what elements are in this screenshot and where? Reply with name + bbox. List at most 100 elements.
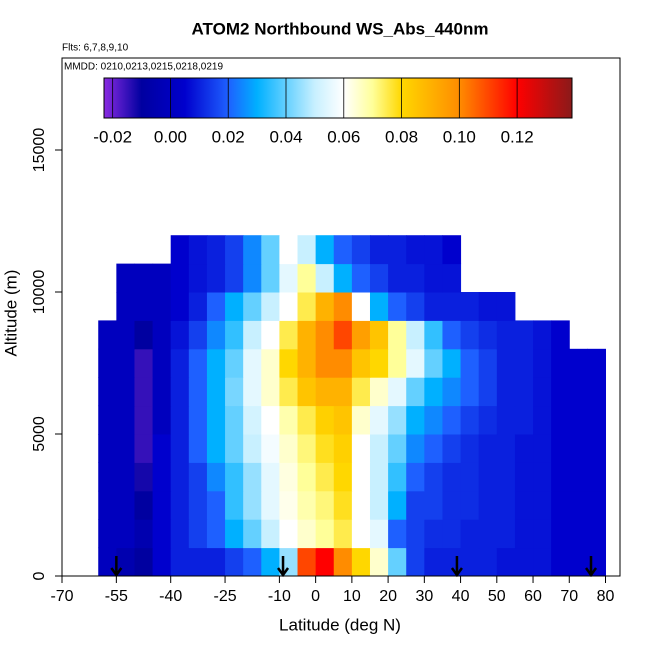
heat-cell (496, 405, 516, 435)
heat-cell (134, 320, 154, 350)
heat-cell (496, 547, 516, 577)
heat-cell (261, 235, 280, 265)
heat-cell (206, 519, 226, 549)
heat-cell (478, 377, 498, 407)
heat-cell (116, 462, 135, 492)
heat-cell (206, 235, 226, 265)
heat-cell (478, 405, 498, 435)
heat-cell (496, 462, 516, 492)
heat-cell (279, 320, 299, 350)
heat-cell (315, 547, 335, 577)
heat-cell (188, 519, 208, 549)
heat-cell (388, 377, 407, 407)
heat-cell (261, 434, 280, 463)
heat-cell (424, 320, 443, 350)
heat-cell (152, 405, 172, 435)
heat-cell (478, 547, 498, 577)
heat-cell (424, 292, 443, 321)
heat-cell (206, 462, 226, 492)
heat-cell (170, 320, 190, 350)
heat-cell (243, 547, 262, 577)
colorbar-tick-label: 0.02 (212, 127, 245, 146)
chart-title: ATOM2 Northbound WS_Abs_440nm (192, 19, 489, 38)
heat-cell (533, 377, 552, 407)
heat-cell (551, 490, 570, 520)
x-tick-label: 40 (452, 588, 470, 605)
heat-cell (442, 377, 462, 407)
heat-cell (478, 434, 498, 463)
heat-cell (460, 434, 480, 463)
heat-cell (351, 235, 371, 265)
heat-cell (261, 292, 280, 321)
heat-cell (369, 235, 389, 265)
heat-cell (369, 292, 389, 321)
heat-cell (98, 490, 117, 520)
heat-cell (279, 434, 299, 463)
heat-cell (406, 490, 425, 520)
y-tick-label: 5000 (31, 416, 48, 452)
heat-cell (297, 490, 317, 520)
heat-cell (243, 263, 262, 293)
heat-cell (533, 320, 552, 350)
heat-cell (442, 519, 462, 549)
heat-cell (225, 348, 244, 378)
heat-cell (170, 235, 190, 265)
heat-cell (551, 547, 570, 577)
heat-cell (351, 519, 371, 549)
heat-cell (514, 547, 534, 577)
heat-cell (424, 519, 443, 549)
heat-cell (152, 292, 172, 321)
heat-cell (188, 263, 208, 293)
x-tick-label: 70 (560, 588, 578, 605)
heat-cell (369, 490, 389, 520)
heat-cell (388, 348, 407, 378)
heat-cell (297, 348, 317, 378)
heat-cell (152, 462, 172, 492)
heat-cell (424, 263, 443, 293)
heat-cell (188, 377, 208, 407)
x-tick-label: 0 (311, 588, 320, 605)
heat-cell (442, 348, 462, 378)
heat-cell (587, 405, 607, 435)
x-tick-label: -70 (50, 588, 73, 605)
heat-cell (188, 405, 208, 435)
heat-cell (351, 547, 371, 577)
heat-cell (206, 320, 226, 350)
heat-cell (478, 348, 498, 378)
heat-cell (243, 434, 262, 463)
heat-cell (424, 235, 443, 265)
heat-cell (587, 490, 607, 520)
heat-cell (261, 348, 280, 378)
heat-cell (225, 462, 244, 492)
heat-cell (225, 320, 244, 350)
heat-cell (406, 377, 425, 407)
heat-cell (134, 377, 154, 407)
heat-cell (514, 490, 534, 520)
heat-cell (406, 547, 425, 577)
heat-cell (424, 377, 443, 407)
heat-cell (388, 462, 407, 492)
heat-cell (406, 263, 425, 293)
annotation: MMDD: 0210,0213,0215,0218,0219 (64, 62, 223, 73)
heat-cell (533, 547, 552, 577)
heat-cell (152, 519, 172, 549)
heat-cell (569, 348, 588, 378)
heat-cell (333, 263, 353, 293)
heat-cell (551, 462, 570, 492)
heat-cell (134, 292, 154, 321)
heat-cell (442, 434, 462, 463)
heat-cell (170, 434, 190, 463)
heat-cell (297, 405, 317, 435)
heat-cell (116, 263, 135, 293)
heat-cell (587, 434, 607, 463)
heat-cell (442, 462, 462, 492)
heat-cell (152, 490, 172, 520)
heat-cell (206, 348, 226, 378)
heat-cell (369, 519, 389, 549)
heat-cell (261, 320, 280, 350)
heat-cell (279, 519, 299, 549)
heat-cell (225, 292, 244, 321)
heat-cell (478, 462, 498, 492)
heat-cell (351, 490, 371, 520)
